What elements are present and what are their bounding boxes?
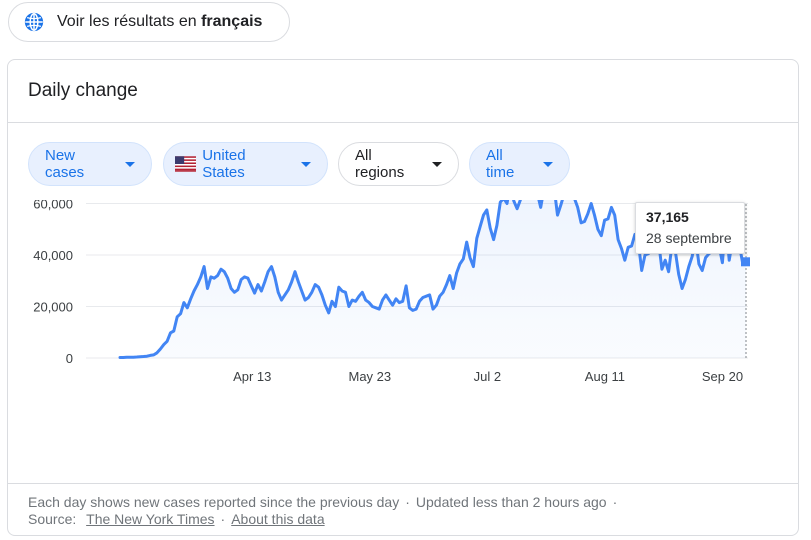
footer-separator: ·: [220, 511, 226, 527]
region-filter-chip[interactable]: All regions: [338, 142, 459, 186]
y-tick-label: 40,000: [33, 248, 73, 263]
data-point-marker: [741, 257, 750, 267]
about-data-link[interactable]: About this data: [231, 511, 325, 527]
time-range-filter-chip[interactable]: All time: [469, 142, 570, 186]
footer-updated: Updated less than 2 hours ago: [415, 494, 607, 510]
tooltip-date: 28 septembre: [646, 230, 732, 246]
tooltip-value: 37,165: [646, 209, 689, 225]
footer-separator: ·: [405, 494, 410, 510]
region-filter-label: All regions: [355, 147, 405, 181]
chevron-down-icon: [543, 161, 553, 167]
metric-filter-chip[interactable]: New cases: [28, 142, 152, 186]
data-point-tooltip: 37,165 28 septembre: [635, 202, 745, 254]
chevron-down-icon: [301, 161, 311, 167]
language-suggestion-button[interactable]: Voir les résultats en français: [8, 2, 290, 42]
series-line: [118, 200, 748, 359]
daily-change-card: Daily change New cases United States All…: [7, 59, 799, 536]
country-filter-chip[interactable]: United States: [163, 142, 328, 186]
globe-icon: [24, 12, 44, 32]
x-tick-label: Sep 20: [702, 369, 743, 384]
card-title: Daily change: [28, 80, 138, 101]
country-filter-label: United States: [202, 147, 246, 181]
us-flag-icon: [175, 156, 197, 172]
x-tick-label: Apr 13: [233, 369, 271, 384]
footer-source-line: Source: The New York Times · About this da…: [28, 511, 325, 527]
chevron-down-icon: [432, 161, 442, 167]
footer-description-line: Each day shows new cases reported since …: [28, 494, 623, 510]
footer-separator: ·: [612, 494, 618, 510]
y-tick-label: 20,000: [33, 300, 73, 315]
footer-divider: [8, 483, 798, 484]
language-suggestion-text: Voir les résultats en français: [57, 13, 263, 30]
footer-description: Each day shows new cases reported since …: [28, 494, 400, 510]
metric-filter-label: New cases: [45, 147, 85, 181]
x-tick-label: Aug 11: [585, 369, 625, 384]
series-area-fill: [120, 200, 746, 358]
y-tick-label: 60,000: [33, 200, 73, 212]
footer-source-label: Source:: [28, 511, 77, 527]
card-divider: [8, 122, 798, 123]
source-link[interactable]: The New York Times: [86, 511, 215, 527]
x-tick-label: Jul 2: [474, 369, 501, 384]
x-tick-label: May 23: [348, 369, 391, 384]
chevron-down-icon: [125, 161, 135, 167]
y-tick-label: 0: [66, 351, 73, 366]
time-range-filter-label: All time: [486, 147, 515, 181]
